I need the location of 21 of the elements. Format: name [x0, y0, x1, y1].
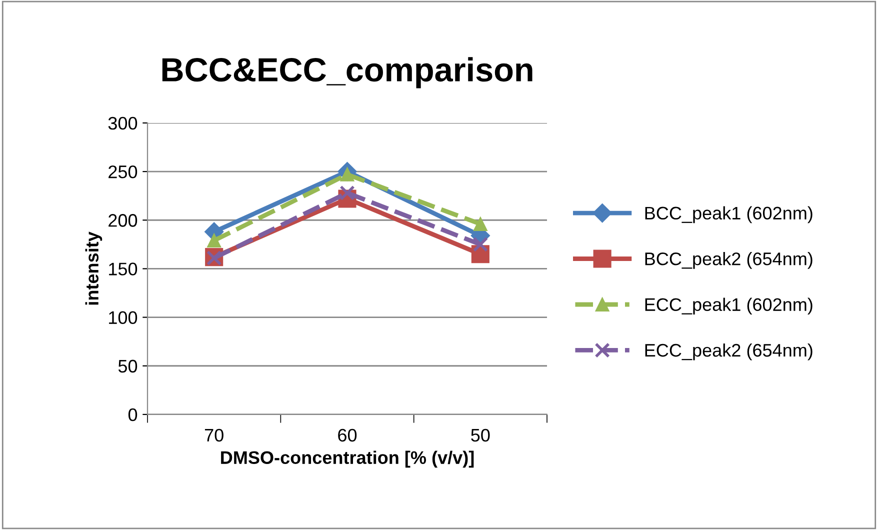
point [472, 236, 488, 252]
x-axis-title: DMSO-concentration [% (v/v)] [221, 450, 474, 468]
y-tick-label: 250 [108, 165, 138, 178]
point [207, 234, 222, 248]
y-tick-label: 50 [118, 360, 138, 373]
y-tick-label: 150 [109, 262, 138, 276]
legend-label: ECC_peak1 (602nm) [645, 298, 812, 315]
legend-label: ECC_peak2 (654nm) [645, 343, 812, 360]
y-tick-label: 200 [108, 214, 138, 227]
y-tick-label: 100 [109, 311, 138, 324]
y-axis-title: intensity [85, 232, 102, 305]
x-tick-label: 70 [204, 428, 224, 442]
x-tick-label: 50 [471, 428, 490, 442]
point [473, 217, 488, 231]
chart-title: BCC&ECC_comparison [162, 57, 532, 88]
point [340, 185, 355, 201]
legend-label: BCC_peak2 (654nm) [645, 252, 812, 269]
legend-label: BCC_peak1 (602nm) [645, 206, 812, 224]
y-tick-label: 300 [108, 116, 138, 130]
x-tick-label: 60 [338, 428, 357, 442]
y-tick-label: 0 [128, 408, 138, 422]
